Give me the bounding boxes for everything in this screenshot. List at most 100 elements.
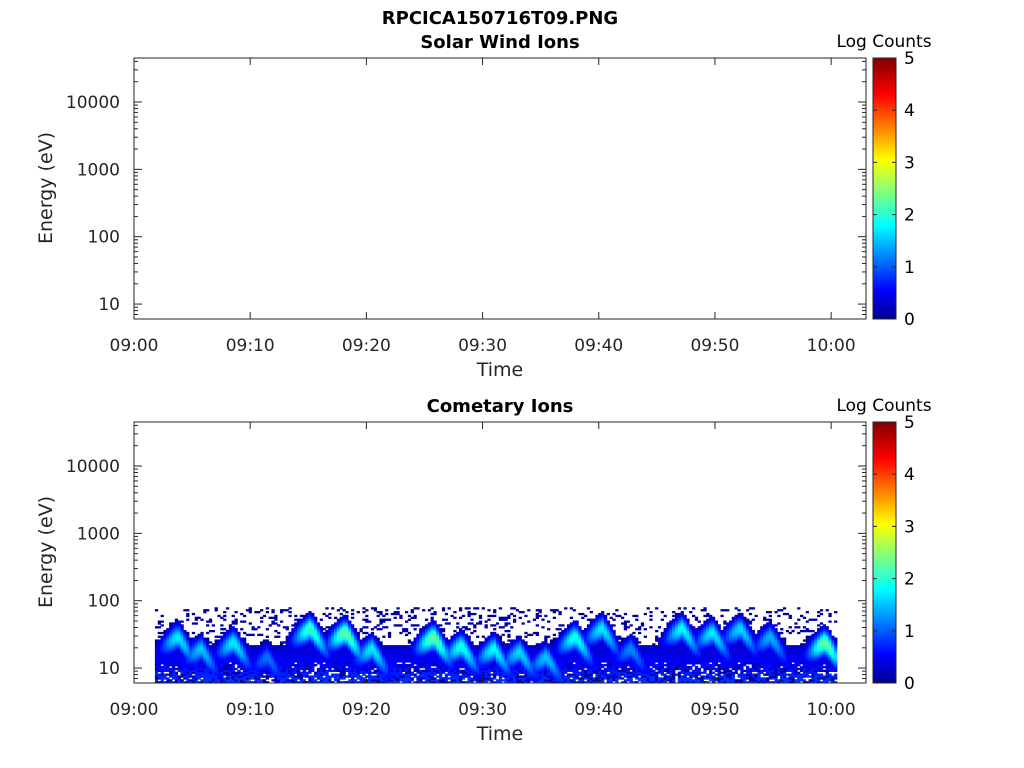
heatmap-cell xyxy=(183,609,187,612)
heatmap-cell xyxy=(345,639,349,642)
heatmap-cell xyxy=(461,614,466,618)
heatmap-cell xyxy=(223,671,227,674)
heatmap-cell xyxy=(203,681,207,683)
heatmap-cell xyxy=(458,679,463,682)
heatmap-cell xyxy=(351,637,355,640)
heatmap-cell xyxy=(481,654,485,657)
heatmap-cell xyxy=(635,643,639,646)
heatmap-cell xyxy=(498,664,503,667)
heatmap-cell xyxy=(566,641,571,644)
heatmap-cell xyxy=(436,654,440,657)
heatmap-cell xyxy=(365,665,369,669)
heatmap-cell xyxy=(450,660,454,663)
heatmap-cell xyxy=(265,662,269,665)
heatmap-cell xyxy=(368,648,372,652)
heatmap-cell xyxy=(569,660,574,663)
heatmap-cell xyxy=(538,675,542,678)
heatmap-cell xyxy=(160,620,164,623)
heatmap-cell xyxy=(552,609,557,612)
heatmap-cell xyxy=(234,660,238,663)
heatmap-cell xyxy=(206,643,210,646)
heatmap-cell xyxy=(308,639,312,642)
heatmap-cell xyxy=(453,658,457,661)
heatmap-cell xyxy=(436,667,440,671)
heatmap-cell xyxy=(561,643,565,646)
heatmap-cell xyxy=(444,639,449,642)
heatmap-cell xyxy=(294,675,298,678)
heatmap-cell xyxy=(413,645,417,648)
heatmap-cell xyxy=(316,681,321,683)
heatmap-cell xyxy=(186,681,190,683)
heatmap-cell xyxy=(430,652,434,655)
heatmap-cell xyxy=(478,650,483,654)
heatmap-cell xyxy=(422,675,426,678)
heatmap-cell xyxy=(436,641,440,644)
heatmap-cell xyxy=(333,647,338,650)
heatmap-cell xyxy=(444,681,449,683)
heatmap-cell xyxy=(183,650,187,654)
x-tick-label: 09:30 xyxy=(458,336,507,356)
heatmap-cell xyxy=(271,671,275,674)
heatmap-cell xyxy=(311,633,315,637)
heatmap-cell xyxy=(544,660,548,663)
heatmap-cell xyxy=(288,675,292,678)
heatmap-cell xyxy=(490,667,494,671)
heatmap-cell xyxy=(225,677,230,680)
heatmap-cell xyxy=(515,660,520,663)
heatmap-cell xyxy=(598,643,602,646)
heatmap-cell xyxy=(370,641,375,644)
heatmap-cell xyxy=(629,643,633,646)
heatmap-cell xyxy=(464,669,468,673)
heatmap-cell xyxy=(206,648,210,652)
heatmap-cell xyxy=(456,635,460,638)
heatmap-cell xyxy=(348,643,352,646)
heatmap-cell xyxy=(217,635,221,638)
heatmap-cell xyxy=(547,665,551,669)
heatmap-cell xyxy=(507,633,511,637)
heatmap-cell xyxy=(169,622,173,625)
heatmap-cell xyxy=(635,639,639,642)
heatmap-cell xyxy=(635,677,639,680)
heatmap-cell xyxy=(390,679,395,682)
heatmap-cell xyxy=(311,665,315,669)
heatmap-cell xyxy=(359,658,363,661)
heatmap-cell xyxy=(314,681,318,683)
heatmap-cell xyxy=(220,645,224,648)
heatmap-cell xyxy=(441,618,446,621)
heatmap-cell xyxy=(387,650,392,654)
heatmap-cell xyxy=(456,648,460,652)
heatmap-cell xyxy=(260,669,264,673)
heatmap-cell xyxy=(265,635,269,638)
heatmap-cell xyxy=(154,667,159,671)
heatmap-cell xyxy=(510,671,514,674)
heatmap-cell xyxy=(319,658,323,661)
x-tick-label: 09:50 xyxy=(690,336,739,356)
heatmap-cell xyxy=(507,635,511,638)
panel-cometary-ions: Cometary Ions 09:00 09:10 09:20 09:30 09:40 0… xyxy=(35,396,932,745)
heatmap-cell xyxy=(180,660,184,663)
heatmap-cell xyxy=(314,641,318,644)
heatmap-cell xyxy=(612,637,616,640)
heatmap-cell xyxy=(365,660,369,663)
heatmap-cell xyxy=(643,647,647,650)
heatmap-cell xyxy=(399,624,403,627)
heatmap-cell xyxy=(390,645,395,648)
heatmap-cell xyxy=(316,624,321,627)
heatmap-cell xyxy=(487,660,491,663)
heatmap-cell xyxy=(524,677,528,680)
heatmap-cell xyxy=(515,639,520,642)
heatmap-cell xyxy=(234,654,238,657)
heatmap-cell xyxy=(351,635,355,638)
heatmap-cell xyxy=(319,665,323,669)
heatmap-cell xyxy=(518,656,522,659)
heatmap-cell xyxy=(490,645,494,648)
heatmap-cell xyxy=(569,633,574,637)
heatmap-cell xyxy=(515,656,520,659)
heatmap-cell xyxy=(333,628,338,631)
heatmap-cell xyxy=(527,669,531,673)
heatmap-cell xyxy=(512,656,517,659)
heatmap-cell xyxy=(589,639,593,642)
heatmap-cell xyxy=(214,677,218,680)
heatmap-cell xyxy=(333,645,338,648)
heatmap-cell xyxy=(635,671,639,674)
